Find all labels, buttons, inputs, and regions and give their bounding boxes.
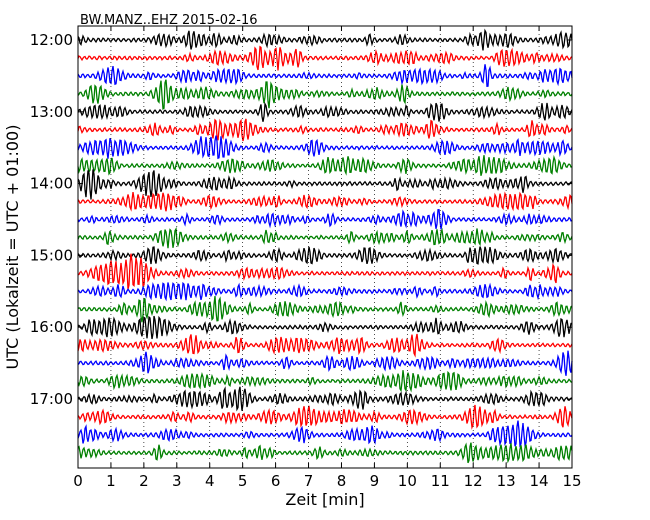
x-tick-label: 7 bbox=[304, 472, 314, 490]
trace-line bbox=[77, 253, 573, 290]
x-tick-label: 4 bbox=[205, 472, 215, 490]
trace-line bbox=[77, 191, 573, 212]
trace-line bbox=[77, 118, 573, 142]
x-tick-label: 5 bbox=[238, 472, 248, 490]
x-tick-label: 14 bbox=[530, 472, 549, 490]
y-tick-label: 15:00 bbox=[30, 246, 73, 264]
chart-title: BW.MANZ..EHZ 2015-02-16 bbox=[80, 13, 258, 28]
plot-frame bbox=[77, 25, 573, 469]
trace-line bbox=[77, 64, 573, 88]
trace-line bbox=[77, 28, 573, 51]
x-tick-label: 9 bbox=[370, 472, 380, 490]
x-tick-label: 10 bbox=[398, 472, 417, 490]
trace-line bbox=[77, 226, 573, 249]
y-tick-label: 12:00 bbox=[30, 31, 73, 49]
trace-line bbox=[77, 101, 573, 122]
y-axis-ticks: 12:00 13:00 14:00 15:00 16:00 17:00 bbox=[30, 31, 572, 408]
x-tick-label: 12 bbox=[464, 472, 483, 490]
x-tick-label: 3 bbox=[172, 472, 182, 490]
trace-line bbox=[77, 154, 573, 176]
trace-line bbox=[77, 370, 573, 393]
trace-line bbox=[77, 442, 573, 464]
y-axis-label: UTC (Lokalzeit = UTC + 01:00) bbox=[3, 125, 22, 370]
y-tick-label: 13:00 bbox=[30, 103, 73, 121]
trace-line bbox=[77, 246, 573, 265]
x-tick-label: 8 bbox=[337, 472, 347, 490]
x-tick-label: 1 bbox=[106, 472, 116, 490]
x-tick-label: 13 bbox=[497, 472, 516, 490]
y-tick-label: 14:00 bbox=[30, 175, 73, 193]
trace-line bbox=[77, 45, 573, 71]
trace-line bbox=[77, 420, 573, 448]
trace-line bbox=[77, 315, 573, 340]
trace-line bbox=[77, 404, 573, 430]
x-tick-label: 2 bbox=[139, 472, 149, 490]
trace-line bbox=[77, 281, 573, 302]
trace-line bbox=[77, 296, 573, 323]
trace-line bbox=[77, 79, 573, 111]
x-axis-label: Zeit [min] bbox=[285, 490, 364, 509]
trace-line bbox=[77, 135, 573, 160]
x-tick-label: 11 bbox=[431, 472, 450, 490]
x-tick-label: 15 bbox=[562, 472, 581, 490]
trace-line bbox=[77, 169, 573, 200]
x-axis-ticks: 0 1 2 3 4 5 6 7 8 9 10 11 12 13 14 15 bbox=[73, 26, 582, 490]
trace-line bbox=[77, 350, 573, 376]
vertical-grid-lines bbox=[110, 26, 540, 468]
y-tick-label: 16:00 bbox=[30, 318, 73, 336]
x-tick-label: 6 bbox=[271, 472, 281, 490]
y-tick-label: 17:00 bbox=[30, 390, 73, 408]
trace-line bbox=[77, 209, 573, 230]
trace-line bbox=[77, 333, 573, 358]
x-tick-label: 0 bbox=[73, 472, 83, 490]
trace-line bbox=[77, 386, 573, 412]
seismic-traces bbox=[77, 28, 573, 464]
